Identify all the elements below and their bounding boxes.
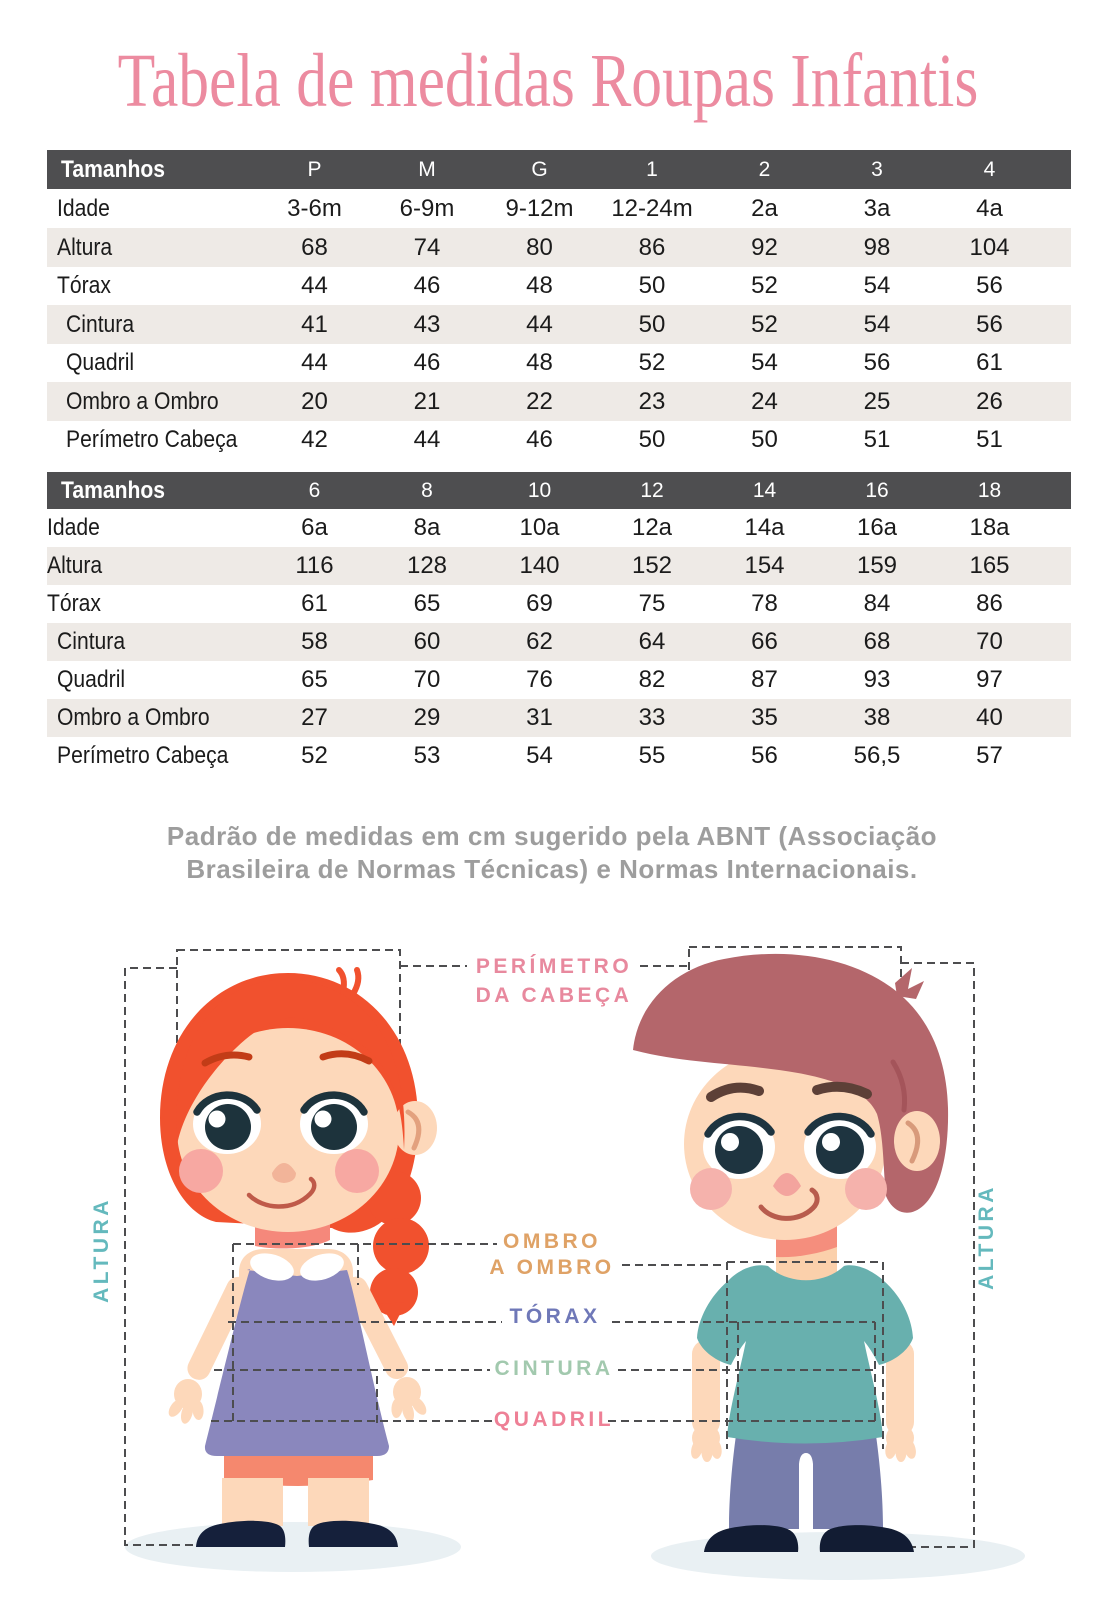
- svg-text:ALTURA: ALTURA: [90, 1197, 113, 1303]
- svg-text:PERÍMETRO: PERÍMETRO: [476, 955, 632, 978]
- svg-text:ALTURA: ALTURA: [975, 1184, 998, 1290]
- svg-text:OMBRO: OMBRO: [503, 1230, 601, 1253]
- svg-text:TÓRAX: TÓRAX: [510, 1304, 601, 1328]
- svg-text:A OMBRO: A OMBRO: [489, 1256, 614, 1279]
- svg-text:CINTURA: CINTURA: [495, 1357, 614, 1380]
- svg-text:DA CABEÇA: DA CABEÇA: [476, 984, 633, 1007]
- svg-text:QUADRIL: QUADRIL: [494, 1408, 614, 1431]
